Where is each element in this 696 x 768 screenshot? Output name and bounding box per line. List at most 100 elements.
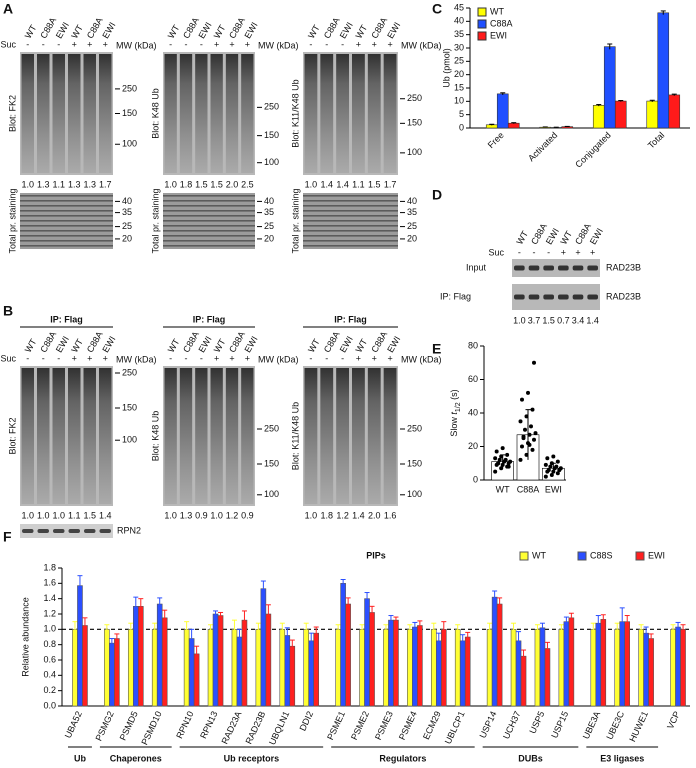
bar [430, 629, 437, 707]
bar [279, 629, 286, 707]
group-label: Regulators [379, 753, 426, 763]
y-tick-label: 1.6 [43, 578, 56, 588]
bar [520, 655, 527, 707]
quant-value: 1.0 [21, 510, 34, 520]
blot-image [20, 193, 113, 249]
blot-lane [383, 368, 397, 504]
stain-label: Total pr. staining [150, 188, 160, 253]
x-tick-label: UBLCP1 [443, 710, 467, 746]
bar [624, 621, 631, 707]
bar [454, 629, 461, 707]
legend-swatch [519, 551, 529, 561]
data-point [529, 424, 533, 429]
x-tick-label: PSMG2 [93, 710, 115, 743]
legend-label: EWI [490, 30, 507, 40]
suc-mark: - [57, 353, 60, 363]
data-point [496, 461, 501, 466]
lane-label: WT [23, 23, 39, 41]
data-point [521, 434, 526, 439]
group-label: DUBs [518, 753, 543, 763]
suc-mark: + [561, 247, 566, 257]
suc-mark: + [356, 39, 361, 49]
suc-mark: + [229, 353, 234, 363]
x-tick-label: UBE3C [604, 709, 626, 741]
mw-label: 250 [122, 367, 137, 377]
bar [680, 629, 686, 707]
legend-swatch [477, 19, 487, 29]
blot-lane [336, 54, 349, 173]
blot-lane [367, 54, 381, 173]
mw-label: 250 [122, 83, 137, 93]
group-label: Ub receptors [224, 753, 280, 763]
data-point [545, 456, 550, 461]
x-tick-label: PSME1 [325, 710, 347, 742]
y-tick-label: 0 [473, 474, 478, 484]
quant-value: 1.0 [21, 179, 34, 189]
y-tick-label: 0.2 [43, 685, 56, 695]
y-tick-label: 25 [454, 56, 464, 66]
x-tick-label: USP14 [477, 710, 498, 740]
data-point [551, 469, 556, 474]
mw-label: 20 [122, 233, 132, 243]
blot-image [303, 193, 398, 249]
suc-mark: - [57, 39, 60, 49]
quant-value: 1.7 [384, 179, 397, 189]
x-tick-label: HUWE1 [627, 710, 650, 744]
blot-band [514, 294, 525, 300]
panel-letter: F [3, 529, 12, 545]
lane-label: WT [354, 337, 370, 355]
bar [183, 629, 190, 707]
bar [156, 603, 163, 707]
bar [188, 638, 195, 707]
blot-lane [68, 368, 81, 504]
group-label: Ub [74, 753, 86, 763]
suc-mark: + [372, 353, 377, 363]
blot-lane [195, 54, 208, 173]
mw-label: 150 [407, 118, 422, 128]
blot-band [572, 294, 584, 300]
data-point [526, 390, 530, 395]
bar [82, 625, 88, 707]
blot-lane [210, 54, 223, 173]
bar [114, 638, 120, 707]
y-axis-label-part: t [449, 412, 459, 415]
x-tick-label: PSME3 [373, 710, 395, 742]
lane-label: EWI [385, 20, 402, 40]
blot-label: Blot: K48 Ub [150, 411, 160, 462]
blot-band [528, 265, 540, 271]
x-tick-label: UCH37 [501, 710, 523, 741]
quant-value: 1.0 [513, 315, 526, 325]
ip-header: IP: Flag [334, 314, 367, 324]
blot-band [587, 294, 598, 300]
bar [289, 645, 296, 707]
bar [231, 629, 238, 707]
y-tick-label: 40 [454, 16, 464, 26]
mw-title: MW (kDa) [401, 354, 442, 364]
y-axis-label: Relative abundance [20, 597, 30, 677]
bar [417, 625, 423, 707]
suc-mark: - [200, 39, 203, 49]
legend-swatch [635, 551, 645, 561]
lane-label: EWI [338, 334, 355, 354]
blot-lane [52, 368, 65, 504]
quant-value: 1.4 [586, 315, 599, 325]
y-tick-label: 1.4 [43, 593, 56, 603]
bar [657, 12, 670, 129]
mw-label: 35 [122, 207, 132, 217]
data-point [543, 474, 548, 479]
panel-letter: D [432, 187, 442, 203]
data-point [494, 449, 499, 454]
x-tick-label: USP15 [549, 710, 570, 740]
legend-label: WT [532, 550, 546, 560]
x-tick-label: UBE3A [581, 710, 603, 741]
blot-band [99, 529, 111, 533]
suc-mark: - [325, 39, 328, 49]
x-tick-label: RAD23A [220, 710, 244, 746]
y-tick-label: 60 [468, 374, 478, 384]
blot-lane [164, 54, 177, 173]
legend-swatch [477, 7, 487, 17]
blot-band [543, 294, 554, 300]
blot-lane [68, 54, 81, 173]
bar [359, 629, 365, 707]
data-point [518, 419, 523, 424]
